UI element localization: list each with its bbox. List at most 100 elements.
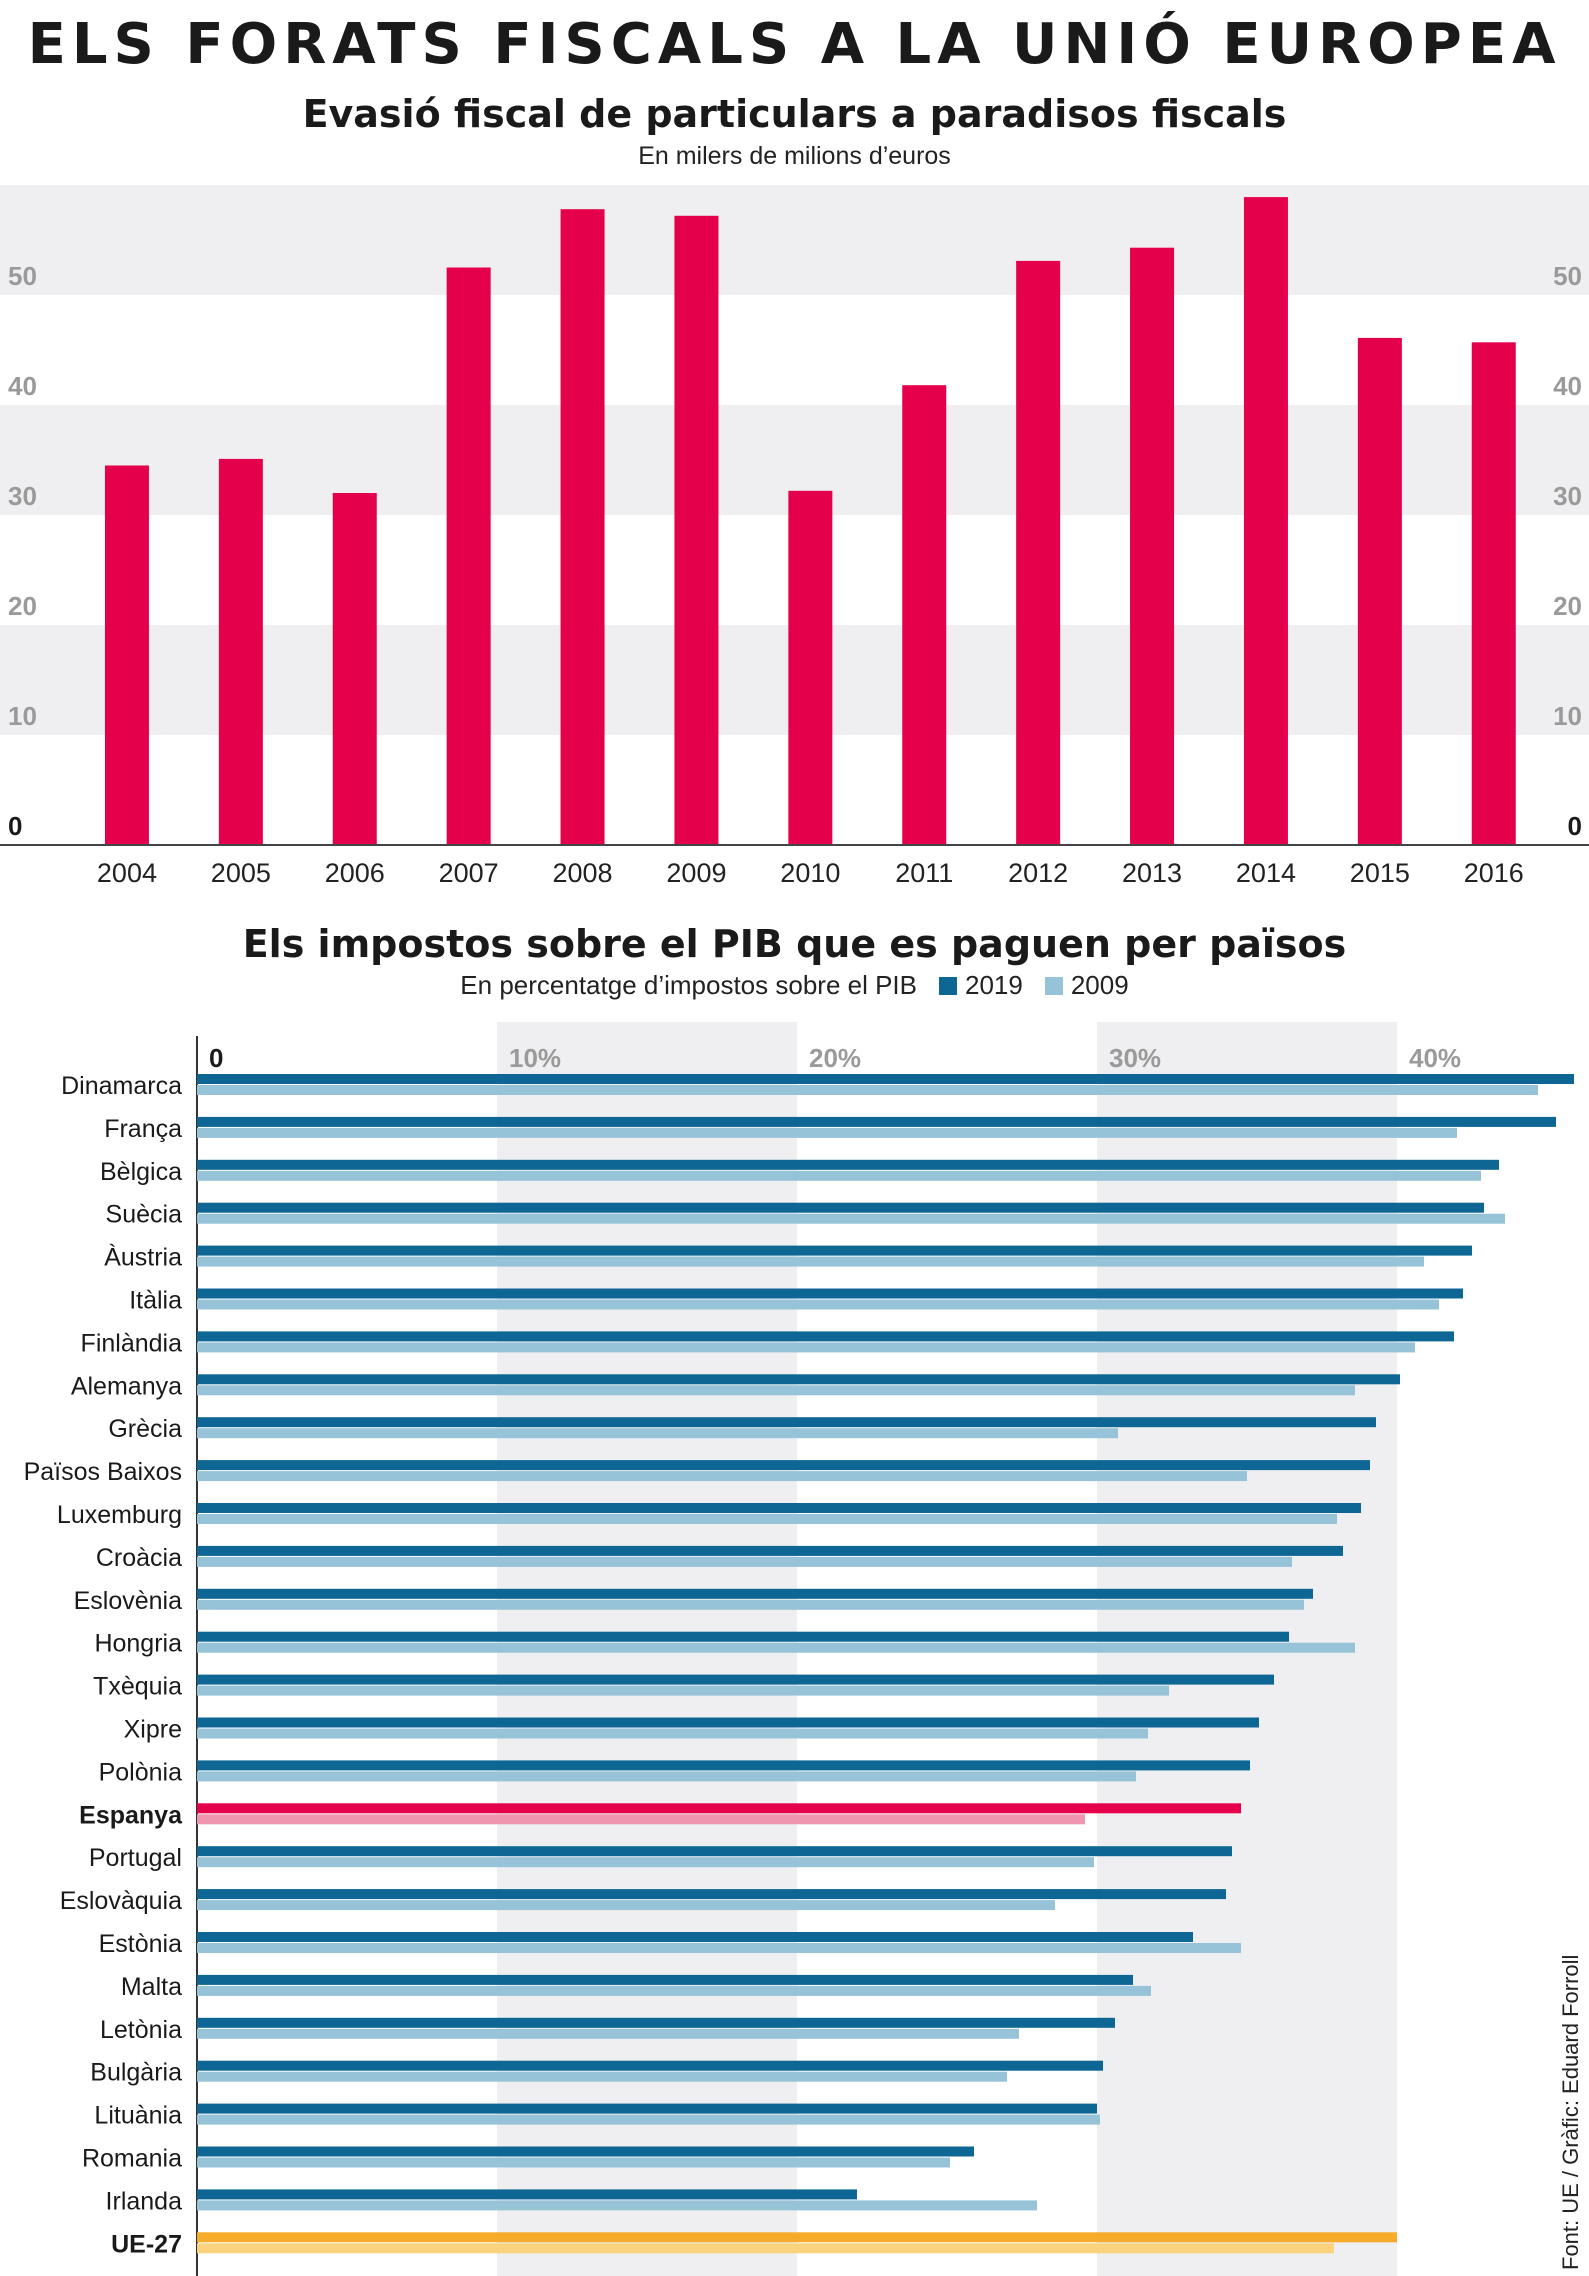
country-label: Àustria [104,1243,182,1272]
bar-2019-Països Baixos [197,1460,1370,1471]
country-label: Hongria [94,1630,182,1658]
x-tick-label: 2009 [666,858,726,888]
evasion-bar-chart: 2004 2005 2006 2007 2008 2009 2010 2011 2012 2013… [0,185,1589,888]
bar-2009-Àustria [197,1256,1424,1267]
chart2-title: Els impostos sobre el PIB que es paguen … [242,922,1347,966]
bar-2009-Suècia [197,1213,1505,1224]
chart2-legend: En percentatge d’impostos sobre el PIB 2… [0,970,1589,1001]
country-label: Irlanda [106,2187,183,2215]
bar-2009-Finlàndia [197,1342,1415,1353]
bar-2019-Letònia [197,2017,1115,2028]
bar-2009 [674,215,719,846]
bar-2009-Txèquia [197,1685,1169,1696]
x-tick-label: 2012 [1008,858,1068,888]
y-tick-label-right: 50 [1553,261,1582,291]
x-tick-label: 2013 [1122,858,1182,888]
source-credit: Font: UE / Gràfic: Eduard Forroll [1558,1954,1583,2270]
country-label: Malta [121,1973,182,2001]
y-tick-label-right: 30 [1553,481,1582,511]
bar-2009-Portugal [197,1857,1094,1868]
bar-2019-Xipre [197,1717,1259,1728]
bar-2019-Croàcia [197,1545,1343,1556]
country-label: França [104,1115,182,1143]
bar-2016 [1471,342,1516,845]
x-tick-label: 30% [1109,1043,1161,1073]
tax-gdp-bar-chart: 0 10% 20% 30% 40% Dinamarca França Bèlgica Suèci… [24,1022,1574,2276]
y-tick-label-left: 0 [8,811,22,841]
bar-2019-Portugal [197,1846,1232,1857]
bar-2019-Estònia [197,1932,1193,1942]
country-label: Letònia [100,2016,182,2044]
country-label: Croàcia [96,1544,182,1572]
country-label: Dinamarca [61,1072,182,1100]
bar-2009-Països Baixos [197,1471,1247,1482]
country-label: Espanya [79,1801,183,1829]
bar-2019-Romania [197,2146,974,2157]
bar-2004 [104,465,149,845]
y-tick-label-left: 50 [8,261,37,291]
bar-2009-Bèlgica [197,1170,1481,1181]
country-label: Luxemburg [57,1501,182,1529]
bar-2009-Irlanda [197,2200,1037,2211]
bar-2009-UE-27 [197,2243,1334,2254]
bar-2019-Suècia [197,1202,1484,1213]
y-tick-label-left: 20 [8,591,37,621]
country-label: Suècia [106,1201,183,1229]
bar-2007 [446,267,491,845]
bar-2011 [902,385,947,845]
country-label: Txèquia [93,1673,182,1701]
country-label: Alemanya [71,1372,182,1400]
x-tick-label: 2007 [439,858,499,888]
bar-2019-Luxemburg [197,1503,1361,1513]
country-label: Bèlgica [100,1158,182,1186]
bar-2019-Dinamarca [197,1074,1574,1084]
bar-2019-Polònia [197,1760,1250,1771]
bar-2009-Malta [197,1985,1151,1996]
country-label: Polònia [99,1758,182,1786]
chart1-title: Evasió fiscal de particulars a paradisos… [302,92,1287,136]
x-tick-label: 10% [509,1043,561,1073]
bar-2009-Bulgària [197,2071,1007,2082]
bar-2009-Estònia [197,1943,1241,1953]
x-tick-label: 2008 [553,858,613,888]
bar-2009-Eslovàquia [197,1900,1055,1911]
bar-2009-Polònia [197,1771,1136,1782]
y-tick-label-right: 10 [1553,701,1582,731]
bar-2019-Bèlgica [197,1159,1499,1170]
country-label: Lituània [94,2102,182,2130]
x-tick-label: 20% [809,1043,861,1073]
x-tick-label: 2014 [1236,858,1296,888]
bar-2009-França [197,1127,1457,1138]
bar-2019-Txèquia [197,1674,1274,1685]
bar-2019-Alemanya [197,1374,1400,1385]
bar-2019-Espanya [197,1803,1241,1814]
chart2-subtitle: En percentatge d’impostos sobre el PIB [460,970,917,1000]
bar-2006 [332,493,377,845]
bar-2019-Grècia [197,1417,1376,1428]
bar-2019-Itàlia [197,1288,1463,1299]
bar-2019-França [197,1116,1556,1127]
bar-2019-Àustria [197,1245,1472,1256]
bar-2019-Eslovàquia [197,1889,1226,1900]
y-tick-label-left: 40 [8,371,37,401]
x-tick-label: 2004 [97,858,157,888]
legend-2009-label: 2009 [1070,970,1129,1000]
bar-2019-Malta [197,1974,1133,1985]
chart1-subtitle: En milers de milions d’euros [638,142,951,170]
bar-2009-Dinamarca [197,1085,1538,1095]
chart1-grid-band [0,185,1589,295]
x-tick-label: 2011 [895,858,953,888]
country-label: Estònia [99,1930,182,1958]
country-label: Itàlia [129,1287,182,1315]
bar-2012 [1016,260,1061,845]
bar-2019-Lituània [197,2103,1097,2114]
bar-2009-Alemanya [197,1385,1355,1396]
legend-2009-swatch [1044,976,1063,995]
bar-2014 [1243,197,1288,846]
bar-2009-Grècia [197,1428,1118,1439]
bar-2019-Eslovènia [197,1588,1313,1599]
country-label: Bulgària [90,2059,182,2087]
x-tick-label: 40% [1409,1043,1461,1073]
x-tick-label: 2010 [780,858,840,888]
bar-2019-Bulgària [197,2060,1103,2071]
